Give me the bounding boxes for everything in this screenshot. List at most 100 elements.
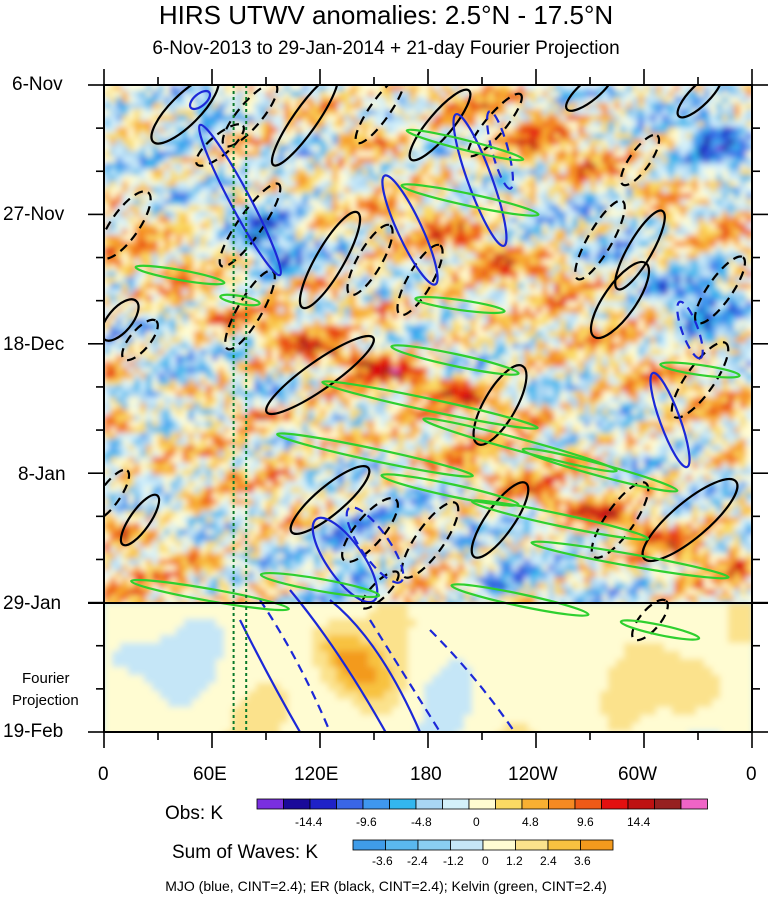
- kelvin-contour: [134, 264, 226, 286]
- er-contour: [270, 85, 340, 167]
- obs-legend-tick: -9.6: [356, 815, 377, 829]
- er-contour: [676, 85, 724, 119]
- obs-colorbar-swatch: [442, 798, 470, 810]
- er-contour: [614, 209, 666, 291]
- er-contour: [670, 341, 730, 419]
- mjo-contour: [381, 174, 439, 286]
- er-contour: [265, 334, 375, 416]
- obs-legend-tick: 4.8: [522, 815, 539, 829]
- kelvin-contour: [276, 432, 474, 478]
- x-tick-label: 180: [410, 764, 442, 785]
- er-contour: [119, 493, 161, 547]
- er-contour: [104, 468, 131, 522]
- er-contour: [346, 223, 394, 297]
- obs-legend-tick: -14.4: [295, 815, 323, 829]
- x-tick-label: 120W: [508, 764, 558, 785]
- kelvin-contour: [450, 583, 590, 617]
- sum-colorbar-swatch: [352, 839, 386, 851]
- kelvin-contour: [259, 571, 381, 599]
- er-contour: [150, 85, 220, 145]
- obs-colorbar-swatch: [495, 798, 523, 810]
- er-contour: [195, 123, 245, 167]
- obs-colorbar-swatch: [627, 798, 655, 810]
- er-contour: [289, 465, 371, 535]
- kelvin-contour: [470, 499, 650, 541]
- projection-cells: [104, 603, 752, 732]
- er-contour: [574, 199, 626, 281]
- x-tick-label: 0: [98, 764, 109, 785]
- er-contour: [589, 260, 651, 340]
- obs-colorbar-swatch: [309, 798, 337, 810]
- obs-colorbar-swatch: [548, 798, 576, 810]
- er-contour: [470, 481, 530, 559]
- er-contour: [104, 190, 152, 260]
- obs-legend-tick: 0: [473, 815, 480, 829]
- kelvin-contour: [390, 344, 520, 376]
- obs-colorbar-swatch: [389, 798, 417, 810]
- x-tick-label: 60E: [193, 764, 227, 785]
- er-contour: [400, 501, 460, 579]
- kelvin-contour: [659, 361, 741, 379]
- obs-colorbar-swatch: [680, 798, 708, 810]
- kelvin-contour: [414, 295, 506, 315]
- mjo-contour: [311, 516, 379, 604]
- obs-field-cells: [104, 85, 752, 608]
- kelvin-contour: [321, 380, 539, 430]
- obs-legend-label: Obs: K: [165, 803, 224, 824]
- er-contour: [360, 570, 400, 610]
- mjo-contour: [429, 629, 516, 732]
- mjo-contour: [649, 371, 691, 469]
- y-tick-label: 6-Nov: [12, 74, 63, 95]
- chart-footer: MJO (blue, CINT=2.4); ER (black, CINT=2.…: [165, 878, 607, 894]
- kelvin-contour: [530, 540, 730, 580]
- obs-legend-tick: 14.4: [627, 815, 651, 829]
- plot-axes: [88, 69, 768, 748]
- er-contour: [341, 496, 399, 564]
- y-tick-label: 19-Feb: [3, 721, 64, 742]
- projection-label-line: Fourier: [22, 670, 70, 687]
- obs-colorbar-swatch: [362, 798, 390, 810]
- kelvin-contour: [400, 183, 540, 217]
- obs-colorbar-swatch: [601, 798, 629, 810]
- er-contour: [218, 182, 282, 268]
- sum-colorbar-swatch: [547, 839, 581, 851]
- sum-legend-tick: -2.4: [407, 854, 428, 868]
- er-contour: [631, 598, 669, 642]
- mjo-contour: [188, 89, 212, 111]
- obs-colorbar-swatch: [521, 798, 549, 810]
- mjo-contour: [289, 589, 387, 732]
- sum-legend-tick: 1.2: [506, 854, 523, 868]
- y-tick-label: 27-Nov: [3, 204, 65, 225]
- kelvin-contour: [380, 473, 520, 507]
- kelvin-contour: [405, 128, 525, 162]
- x-tick-label: 0: [746, 764, 757, 785]
- wave-contours: [104, 85, 747, 732]
- mjo-contour: [198, 123, 282, 277]
- er-contour: [104, 298, 140, 342]
- er-contour: [408, 88, 472, 162]
- y-tick-label: 18-Dec: [3, 334, 65, 355]
- er-contour: [693, 255, 747, 325]
- mjo-contour: [329, 599, 422, 732]
- er-contour: [298, 210, 362, 310]
- observed-anomaly-field: [104, 85, 752, 608]
- mjo-contour: [452, 112, 508, 248]
- er-contour: [641, 477, 739, 563]
- sum-colorbar-swatch: [450, 839, 484, 851]
- obs-legend-tick: -4.8: [411, 815, 432, 829]
- er-contour: [565, 85, 615, 112]
- obs-colorbar-swatch: [468, 798, 496, 810]
- obs-colorbar-swatch: [283, 798, 311, 810]
- mjo-contour: [485, 110, 515, 190]
- x-tick-label: 120E: [294, 764, 339, 785]
- sum-colorbar-swatch: [385, 839, 419, 851]
- chart-title: HIRS UTWV anomalies: 2.5°N - 17.5°N: [158, 0, 614, 30]
- kelvin-contour: [619, 619, 701, 641]
- kelvin-contour: [422, 417, 618, 473]
- sum-legend-tick: 3.6: [574, 854, 591, 868]
- sum-colorbar-swatch: [482, 839, 516, 851]
- y-tick-label: 8-Jan: [18, 464, 66, 485]
- obs-colorbar-swatch: [574, 798, 602, 810]
- y-tick-label: 29-Jan: [3, 593, 62, 614]
- obs-colorbar-swatch: [415, 798, 443, 810]
